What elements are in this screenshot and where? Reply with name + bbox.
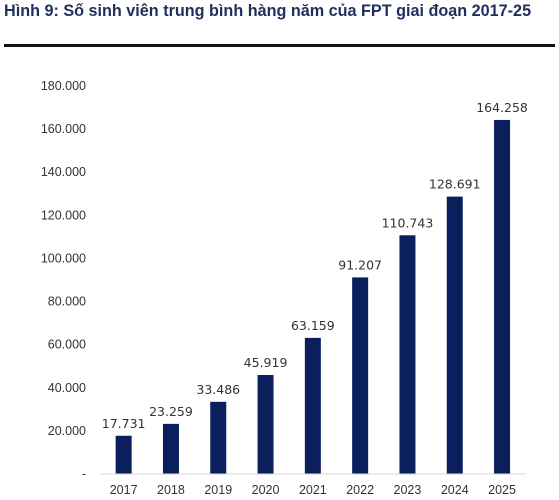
x-axis: 2017 2018 2019 2020 2021 2022 2023 2024 2025: [100, 473, 526, 497]
data-label-2023: 110.743: [382, 215, 434, 230]
y-axis: - 20.000 40.000 60.000 80.000 100.000 120.000 1…: [41, 79, 86, 481]
x-tick-label-2017: 2017: [110, 483, 138, 497]
data-label-2019: 33.486: [196, 382, 240, 397]
chart-title: Hình 9: Số sinh viên trung bình hàng năm…: [4, 2, 532, 20]
y-tick-label: 120.000: [41, 208, 86, 222]
bar-2022: [352, 277, 369, 474]
data-label-2018: 23.259: [149, 404, 193, 419]
y-tick-label: 20.000: [48, 424, 86, 438]
x-tick-label-2025: 2025: [488, 483, 516, 497]
bar-2019: [210, 401, 227, 474]
data-label-2025: 164.258: [476, 100, 528, 115]
x-tick-label-2023: 2023: [394, 483, 422, 497]
bar-2020: [257, 375, 274, 474]
y-tick-label: -: [82, 467, 86, 481]
bar-2018: [162, 423, 179, 474]
bar-2023: [399, 235, 416, 474]
bar-2024: [446, 196, 463, 474]
x-tick-label-2022: 2022: [346, 483, 374, 497]
data-label-2017: 17.731: [102, 416, 146, 431]
x-tick-label-2024: 2024: [441, 483, 469, 497]
y-tick-label: 100.000: [41, 251, 86, 265]
x-tick-label-2020: 2020: [252, 483, 280, 497]
bar-2017: [115, 435, 132, 474]
data-label-2022: 91.207: [338, 257, 382, 272]
data-label-2021: 63.159: [291, 318, 335, 333]
bar-2025: [494, 119, 511, 475]
y-tick-label: 80.000: [48, 295, 86, 309]
data-label-2020: 45.919: [244, 355, 288, 370]
x-tick-label-2019: 2019: [204, 483, 232, 497]
data-label-2024: 128.691: [429, 177, 481, 192]
y-tick-label: 180.000: [41, 79, 86, 93]
bar-2021: [304, 337, 321, 474]
x-tick-label-2021: 2021: [299, 483, 327, 497]
y-tick-label: 140.000: [41, 165, 86, 179]
x-tick-label-2018: 2018: [157, 483, 185, 497]
title-divider: [4, 44, 555, 47]
bars: [115, 119, 511, 475]
y-tick-label: 60.000: [48, 338, 86, 352]
y-tick-label: 40.000: [48, 381, 86, 395]
y-tick-label: 160.000: [41, 122, 86, 136]
